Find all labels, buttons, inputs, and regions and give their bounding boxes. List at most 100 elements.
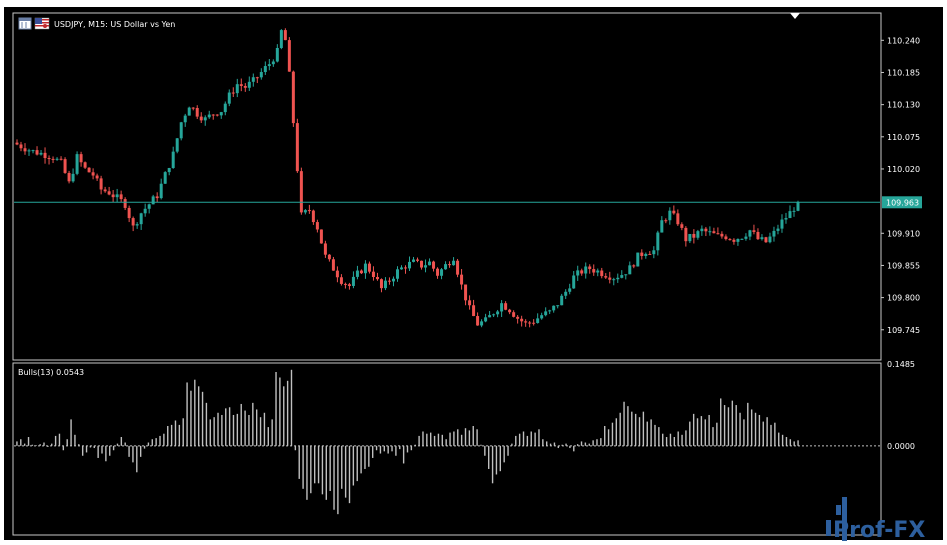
candle-body	[55, 158, 59, 160]
candle-body	[47, 158, 51, 160]
candle-body	[796, 202, 800, 211]
candle-body	[67, 172, 71, 182]
candle-body	[159, 183, 163, 199]
price-tick-label: 110.075	[887, 133, 920, 142]
candle-body	[652, 250, 656, 255]
candle-body	[708, 231, 712, 233]
candle-body	[279, 30, 283, 48]
candle-body	[604, 276, 608, 278]
candle-body	[375, 277, 379, 280]
candle-body	[760, 237, 764, 240]
price-axis[interactable]: 110.240 110.185 110.130 110.075 110.020 109.9…	[881, 36, 920, 335]
candle-body	[716, 233, 720, 235]
candle-body	[508, 309, 512, 313]
candle-body	[460, 274, 464, 285]
candle-body	[27, 150, 31, 152]
candle-body	[664, 220, 668, 222]
candle-body	[792, 210, 796, 212]
candle-body	[167, 167, 171, 173]
candle-body	[528, 322, 532, 324]
candle-body	[540, 315, 544, 319]
candle-body	[123, 199, 127, 208]
candle-body	[692, 233, 696, 238]
indicator-bars	[16, 369, 799, 515]
candle-body	[179, 122, 183, 139]
candle-body	[155, 196, 159, 199]
candle-body	[251, 77, 255, 82]
candle-body	[660, 220, 664, 233]
candle-body	[183, 115, 187, 123]
candle-body	[315, 222, 319, 230]
candle-body	[83, 162, 87, 168]
candle-body	[612, 279, 616, 281]
candle-body	[524, 321, 528, 323]
price-tick-label: 110.130	[887, 101, 920, 110]
candle-body	[568, 288, 572, 292]
candle-body	[151, 196, 155, 205]
candle-body	[219, 112, 223, 116]
candle-body	[704, 228, 708, 232]
candle-body	[107, 191, 111, 195]
price-tick-label: 109.745	[887, 326, 920, 335]
candle-body	[283, 30, 287, 41]
candle-body	[608, 277, 612, 280]
candle-body	[115, 194, 119, 198]
candle-body	[628, 265, 632, 275]
candle-body	[399, 267, 403, 270]
candle-body	[488, 315, 492, 318]
candle-body	[95, 175, 99, 179]
candle-body	[588, 266, 592, 270]
candle-body	[772, 230, 776, 237]
candle-body	[135, 224, 139, 226]
candle-body	[323, 243, 327, 255]
candle-body	[472, 305, 476, 317]
candle-body	[215, 114, 219, 116]
candle-body	[395, 269, 399, 279]
candle-body	[600, 270, 604, 277]
candle-body	[147, 204, 151, 209]
watermark-text: Prof-FX	[833, 518, 925, 543]
candle-body	[784, 218, 788, 220]
candle-body	[223, 103, 227, 113]
candle-body	[247, 81, 251, 88]
candle-body	[299, 171, 303, 213]
candle-body	[732, 239, 736, 242]
candle-body	[363, 263, 367, 274]
candle-body	[63, 159, 67, 173]
candle-body	[736, 238, 740, 242]
candle-body	[576, 270, 580, 276]
candle-body	[468, 300, 472, 306]
candle-body	[271, 61, 275, 65]
candle-body	[191, 107, 195, 109]
candle-body	[492, 314, 496, 316]
candle-body	[480, 321, 484, 326]
candle-body	[99, 178, 103, 190]
candle-body	[187, 107, 191, 116]
chart-background	[4, 7, 943, 540]
indicator-axis[interactable]: 0.1485 0.0000	[887, 360, 915, 451]
candle-body	[520, 318, 524, 322]
candle-body	[672, 210, 676, 214]
candle-body	[560, 295, 564, 306]
candle-body	[592, 269, 596, 273]
candle-body	[696, 231, 700, 238]
chart-shift-triangle-icon[interactable]	[790, 13, 800, 19]
candle-body	[43, 152, 47, 159]
candle-body	[103, 189, 107, 192]
candle-body	[355, 270, 359, 277]
candle-body	[724, 236, 728, 240]
candle-body	[295, 123, 299, 172]
price-tick-label: 109.910	[887, 229, 920, 238]
chart-window-icon[interactable]	[18, 17, 32, 30]
candle-body	[780, 219, 784, 229]
candle-body	[444, 264, 448, 270]
candle-body	[408, 261, 412, 269]
candle-body	[259, 72, 263, 78]
candle-body	[303, 210, 307, 213]
candle-body	[680, 224, 684, 228]
candle-body	[436, 268, 440, 276]
candle-body	[684, 227, 688, 242]
candle-body	[163, 172, 167, 184]
